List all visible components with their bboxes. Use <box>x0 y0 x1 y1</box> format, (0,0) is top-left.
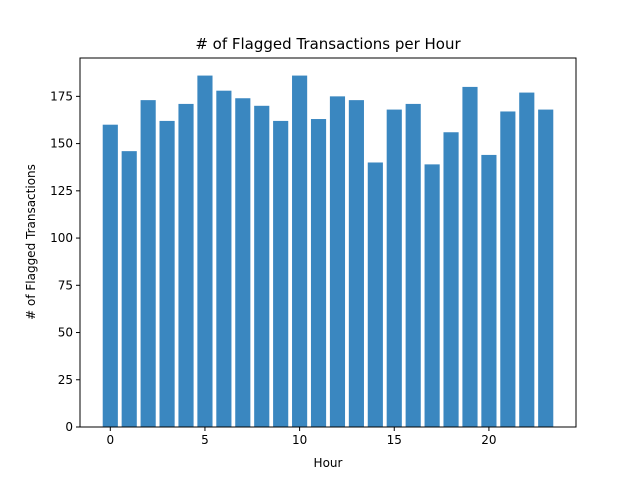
bar-hour-13 <box>348 100 364 428</box>
x-tick-label: 5 <box>201 433 209 447</box>
bar-hour-8 <box>254 105 270 427</box>
bar-hour-7 <box>235 98 251 428</box>
y-tick-label: 50 <box>58 326 73 340</box>
bar-hour-1 <box>121 151 137 427</box>
x-tick-label: 15 <box>387 433 402 447</box>
x-axis-label: Hour <box>314 456 343 470</box>
bar-hour-23 <box>538 109 554 428</box>
bar-hour-14 <box>367 162 383 427</box>
y-axis-label: # of Flagged Transactions <box>24 164 38 320</box>
x-tick-label: 20 <box>481 433 496 447</box>
x-tick-label: 0 <box>106 433 114 447</box>
x-tick-label: 10 <box>292 433 307 447</box>
bar-hour-9 <box>273 120 289 427</box>
bar-hour-18 <box>443 132 459 427</box>
bar-hour-0 <box>102 124 118 427</box>
bar-hour-19 <box>462 86 478 427</box>
bar-hour-20 <box>481 154 497 427</box>
bar-hour-6 <box>216 90 232 427</box>
y-tick-label: 25 <box>58 373 73 387</box>
bars-group <box>102 75 554 428</box>
y-axis-ticks: 0 25 50 75 100 125 150 175 <box>50 89 80 434</box>
bar-hour-22 <box>519 92 535 427</box>
bar-hour-5 <box>197 75 213 428</box>
x-axis-ticks: 0 5 10 15 20 <box>106 427 497 447</box>
plot-frame <box>79 57 577 428</box>
bar-hour-4 <box>178 103 194 427</box>
bar-hour-15 <box>386 109 402 428</box>
y-tick-label: 125 <box>50 184 73 198</box>
bar-hour-12 <box>329 96 346 428</box>
y-tick-label: 100 <box>50 231 73 245</box>
y-tick-label: 150 <box>50 137 73 151</box>
bar-hour-3 <box>159 120 175 427</box>
y-tick-label: 0 <box>65 420 73 434</box>
bar-hour-10 <box>292 75 308 428</box>
bar-hour-2 <box>140 100 156 428</box>
bar-hour-17 <box>424 164 440 427</box>
bar-hour-21 <box>500 111 516 428</box>
bar-hour-16 <box>405 103 421 427</box>
bar-hour-11 <box>310 119 327 427</box>
chart-title: # of Flagged Transactions per Hour <box>195 35 461 53</box>
y-tick-label: 75 <box>58 278 73 292</box>
y-tick-label: 175 <box>50 89 73 103</box>
